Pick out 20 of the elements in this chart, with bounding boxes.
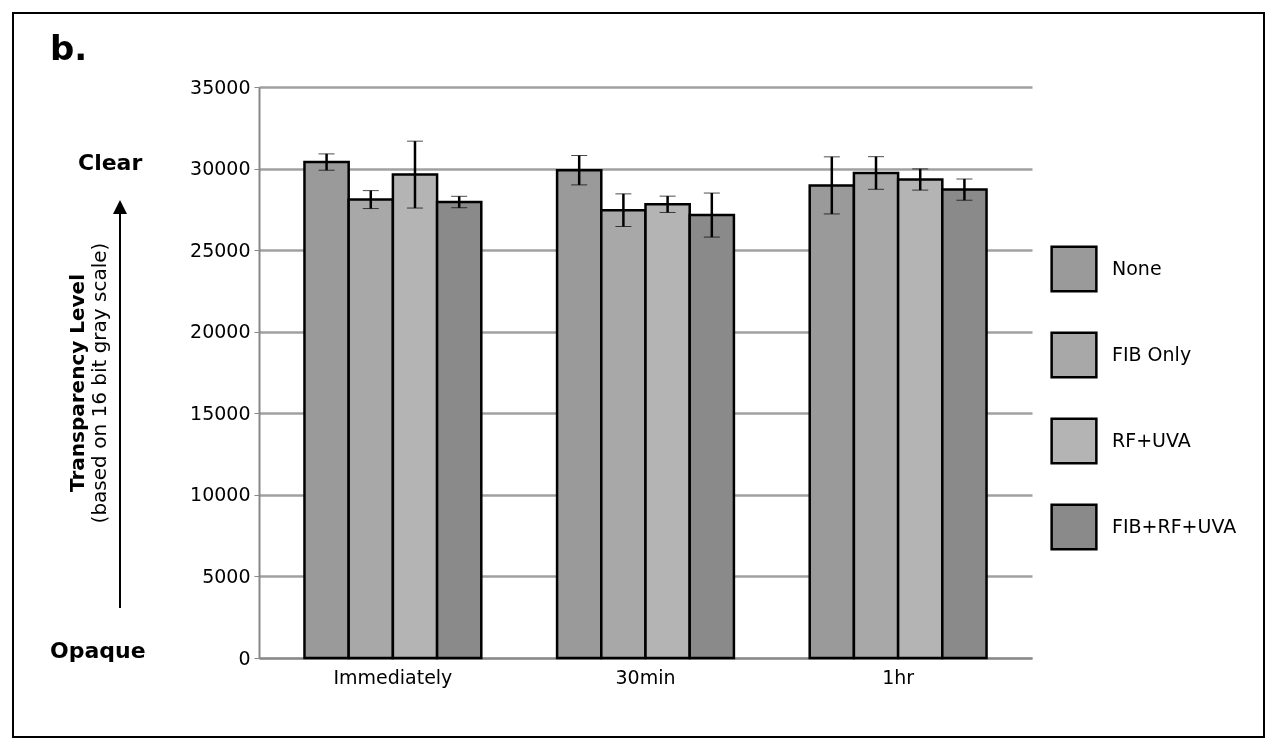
legend-label: RF+UVA xyxy=(1112,429,1191,451)
chart-title: b. xyxy=(50,28,88,68)
x-tick-label: 1hr xyxy=(882,665,915,688)
legend-label: None xyxy=(1112,257,1162,279)
y-tick-label: 25000 xyxy=(190,238,251,261)
y-tick-label: 15000 xyxy=(190,401,251,424)
y-tick-label: 35000 xyxy=(190,75,251,98)
y-tick-label: 0 xyxy=(238,646,251,669)
y-tick-label: 30000 xyxy=(190,157,251,180)
legend-label: FIB+RF+UVA xyxy=(1112,515,1237,537)
x-tick-label: Immediately xyxy=(333,665,453,688)
y-tick-label: 20000 xyxy=(190,320,251,343)
text: Opaque xyxy=(50,638,146,663)
y-tick-label: 5000 xyxy=(202,564,251,587)
text: (based on 16 bit gray scale) xyxy=(87,242,111,524)
text: Transparency Level xyxy=(65,273,89,494)
text: Clear xyxy=(78,150,143,175)
legend-label: FIB Only xyxy=(1112,343,1192,365)
y-tick-label: 10000 xyxy=(190,483,251,506)
x-tick-label: 30min xyxy=(615,665,676,688)
